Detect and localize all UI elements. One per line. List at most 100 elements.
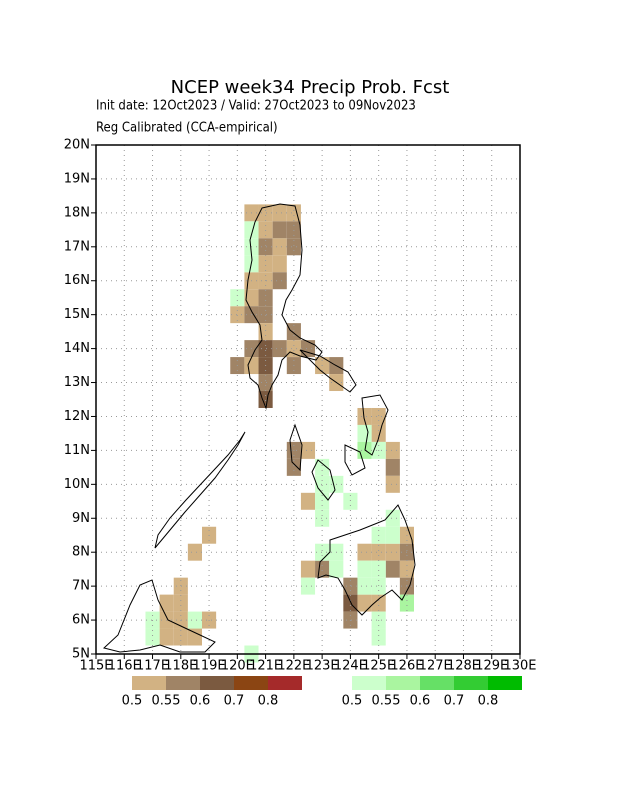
prob-cell [300,492,316,510]
coast [102,579,216,653]
prob-cell [244,357,259,375]
prob-cell [258,289,273,307]
plot-frame [95,144,521,655]
prob-cell [187,628,202,646]
prob-cell [357,577,372,595]
prob-cell [300,441,316,459]
y-tick-label: 16N [64,273,90,288]
prob-cell [187,543,202,561]
x-tick-label: 130E [503,659,536,674]
prob-cell [300,560,316,578]
prob-cell [258,221,273,239]
prob-cell [173,577,188,595]
legend-swatch [234,676,268,690]
legend: 0.5 0.55 0.6 0.7 0.8 0.5 0.55 0.6 0.7 0.8 [122,676,522,709]
prob-cell [357,424,372,442]
y-tick-label: 8N [72,545,90,560]
x-tick-label: 128E [447,659,480,674]
prob-cell [173,628,188,646]
coast [245,203,323,410]
prob-cell [357,441,372,459]
prob-cell [159,628,174,646]
prob-cell [371,424,386,442]
y-tick-label: 17N [64,239,90,254]
prob-cell [258,374,273,392]
legend-label: 0.7 [444,694,465,709]
prob-cell [258,238,273,256]
x-tick-label: 127E [419,659,452,674]
prob-cell [399,594,414,612]
legend-swatch [420,676,454,690]
coastline [102,203,416,653]
prob-cell [357,594,372,612]
prob-cell [357,407,372,425]
prob-cell [385,560,400,578]
prob-cell [258,255,273,273]
y-tick-label: 6N [72,613,90,628]
prob-cell [272,221,287,239]
legend-label: 0.6 [410,694,431,709]
prob-cell [385,509,400,527]
prob-cell [286,238,301,256]
prob-cell [272,340,287,358]
prob-cell [385,543,400,561]
x-tick-label: 116E [108,659,141,674]
y-tick-label: 10N [64,477,90,492]
y-tick-label: 20N [64,138,90,153]
x-tick-label: 115E [79,659,112,674]
prob-cell [187,611,202,629]
prob-cell [357,543,372,561]
x-tick-label: 121E [249,659,282,674]
x-tick-label: 119E [193,659,226,674]
prob-cell [329,560,344,578]
y-tick-label: 11N [64,443,90,458]
prob-cell [385,475,400,493]
prob-cell [272,272,287,290]
legend-swatch [352,676,386,690]
prob-cell [244,221,259,239]
prob-cell [315,509,330,527]
y-tick-label: 9N [72,511,90,526]
x-tick-label: 125E [362,659,395,674]
subtitle: Reg Calibrated (CCA-empirical) [96,121,278,136]
y-tick-label: 7N [72,579,90,594]
prob-cell [258,323,273,341]
prob-cell [315,458,330,476]
legend-swatch [200,676,234,690]
prob-cell [343,492,358,510]
legend-label: 0.7 [224,694,245,709]
coast [311,459,336,501]
legend-label: 0.5 [342,694,363,709]
legend-label: 0.55 [152,694,181,709]
x-tick-label: 123E [306,659,339,674]
coast [317,504,416,616]
prob-cell [371,543,386,561]
prob-cell [286,340,301,358]
coast [154,431,246,549]
prob-cell [300,577,316,595]
prob-cell [145,628,160,646]
prob-cell [286,458,301,476]
legend-swatch [386,676,420,690]
prob-cell [357,560,372,578]
coast [361,394,389,456]
legend-label: 0.55 [372,694,401,709]
y-tick-label: 14N [64,341,90,356]
y-tick-label: 19N [64,171,90,186]
y-tick-label: 5N [72,647,90,662]
prob-cell [385,458,400,476]
legend-label: 0.8 [478,694,499,709]
x-tick-label: 118E [164,659,197,674]
legend-swatch [166,676,200,690]
legend-label: 0.8 [258,694,279,709]
prob-cell [173,594,188,612]
x-tick-label: 120E [221,659,254,674]
coast [299,349,357,393]
x-tick-label: 124E [334,659,367,674]
prob-cell [371,628,386,646]
prob-cell [272,255,287,273]
x-tick-label: 122E [277,659,310,674]
prob-cell [159,594,174,612]
prob-cell [385,441,400,459]
y-tick-label: 13N [64,375,90,390]
